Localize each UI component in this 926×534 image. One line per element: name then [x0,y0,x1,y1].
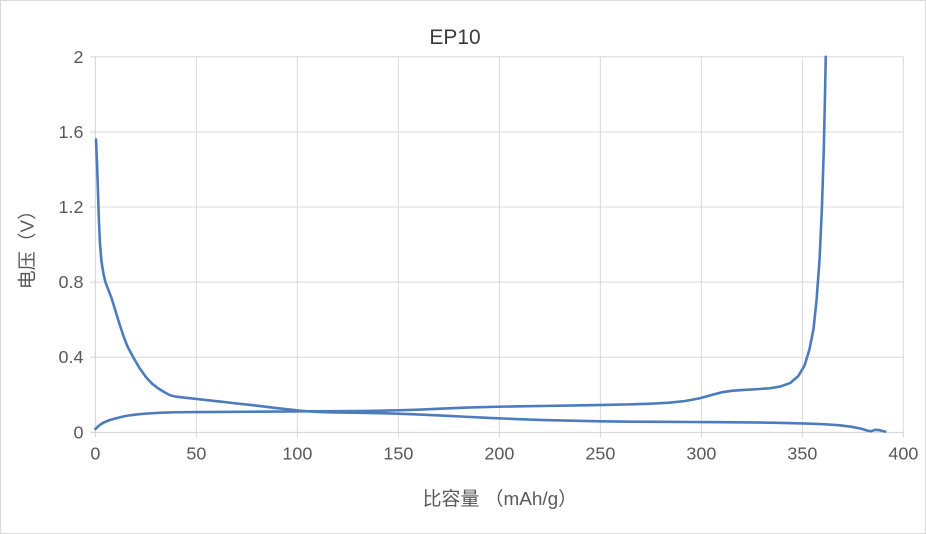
y-axis-title: 电压（V） [17,201,39,289]
x-tick-label: 200 [484,443,514,463]
x-tick-label: 400 [888,443,918,463]
x-tick-label: 250 [585,443,615,463]
y-tick-label: 2 [73,47,83,67]
x-tick-label: 150 [383,443,413,463]
x-tick-label: 100 [282,443,312,463]
y-tick-label: 0.4 [59,347,84,367]
chart-title: EP10 [429,26,480,49]
charge-curve-path [94,55,828,431]
x-tick-label: 350 [787,443,817,463]
plot-area: 0 50 100 150 200 250 300 350 400 0 0.4 0.8 1.2 1.6 2 [59,47,919,464]
y-tick-label: 1.2 [59,197,84,217]
x-axis-title: 比容量 （mAh/g） [423,488,577,510]
x-tick-label: 50 [186,443,206,463]
x-tick-label: 300 [686,443,716,463]
y-tick-label: 0 [73,422,83,442]
x-tick-label: 0 [90,443,100,463]
y-tick-label: 1.6 [59,122,84,142]
y-tick-label: 0.8 [59,272,84,292]
